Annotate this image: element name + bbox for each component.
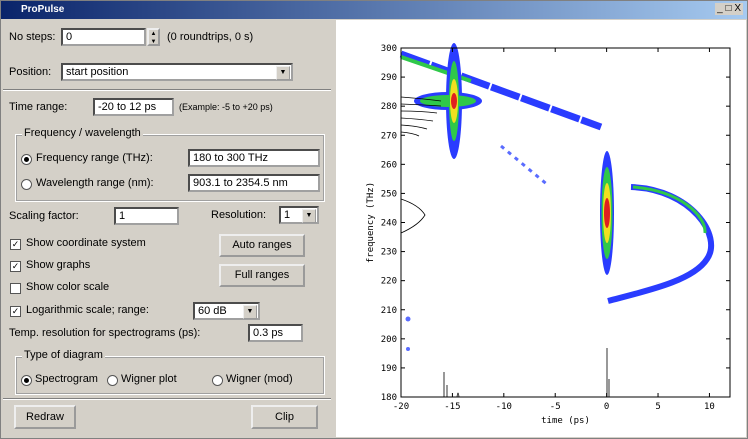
window-title: ProPulse	[21, 4, 65, 15]
label: Wavelength range (nm):	[36, 177, 154, 189]
x-tick-label: -20	[393, 402, 409, 412]
label: Time range:	[9, 101, 68, 113]
y-tick-label: 210	[381, 306, 397, 316]
spectrogram-dot	[405, 316, 411, 322]
y-tick-label: 240	[381, 219, 397, 229]
y-tick-label: 230	[381, 248, 397, 258]
scaling-input[interactable]: 1	[114, 207, 179, 225]
group-label: Type of diagram	[22, 349, 105, 361]
radio[interactable]	[107, 375, 118, 386]
label: Wigner plot	[121, 373, 177, 385]
auto-ranges-button[interactable]: Auto ranges	[219, 234, 305, 257]
label: (0 roundtrips, 0 s)	[167, 31, 254, 43]
window-buttons[interactable]: _ □ X	[715, 3, 743, 15]
freq-range-input[interactable]: 180 to 300 THz	[188, 149, 320, 167]
title-bar: ProPulse _ □ X	[1, 1, 747, 19]
y-tick-label: 190	[381, 364, 397, 374]
value: start position	[66, 66, 129, 78]
checkbox[interactable]: ✓	[10, 261, 21, 272]
radio[interactable]	[21, 179, 32, 190]
log-range-select[interactable]: 60 dB ▼	[193, 302, 260, 320]
label: Logarithmic scale; range:	[26, 304, 149, 316]
checkbox[interactable]	[10, 283, 21, 294]
x-axis-label: time (ps)	[541, 416, 590, 426]
spectrogram-stripe	[399, 50, 603, 131]
spectrogram-blob	[604, 198, 610, 228]
spinner[interactable]: ▲ ▼	[147, 28, 160, 46]
group-box: Type of diagram Spectrogram Wigner plot …	[15, 349, 325, 395]
y-tick-label: 200	[381, 335, 397, 345]
spectrogram-dots	[500, 144, 550, 188]
group-box: Frequency / wavelength Frequency range (…	[15, 127, 325, 202]
value: 60 dB	[198, 305, 227, 317]
radio[interactable]	[21, 154, 32, 165]
spectrogram-arc	[632, 185, 707, 234]
value: 1	[284, 209, 291, 221]
y-tick-label: 290	[381, 73, 397, 83]
dropdown-button[interactable]: ▼	[302, 209, 316, 223]
y-tick-label: 220	[381, 277, 397, 287]
no-steps-input[interactable]: 0	[61, 28, 146, 46]
spectrogram-dot	[406, 347, 410, 351]
y-tick-label: 180	[381, 393, 397, 403]
y-axis-label: frequency (THz)	[366, 182, 376, 263]
label: Show color scale	[26, 281, 110, 293]
separator	[3, 89, 331, 91]
plot: -20 -15 -10 -5 0 5 10 180 190 200 210 220 230 240 250 2…	[336, 20, 746, 437]
radio[interactable]	[212, 375, 223, 386]
label: Position:	[9, 66, 52, 78]
clip-button[interactable]: Clip	[251, 405, 318, 429]
marginal-graph	[443, 348, 610, 398]
y-tick-label: 250	[381, 189, 397, 199]
label: Show coordinate system	[26, 237, 146, 249]
full-ranges-button[interactable]: Full ranges	[219, 264, 305, 287]
dropdown-button[interactable]: ▼	[243, 305, 257, 319]
spectrogram-arc	[607, 184, 715, 304]
group-label: Frequency / wavelength	[22, 127, 143, 139]
checkbox[interactable]: ✓	[10, 306, 21, 317]
dropdown-button[interactable]: ▼	[276, 66, 290, 80]
label: Spectrogram	[35, 373, 98, 385]
time-range-input[interactable]: -20 to 12 ps	[93, 98, 174, 116]
label: No steps:	[9, 31, 56, 43]
spectrogram-blob	[420, 95, 476, 107]
marginal-graph	[400, 198, 426, 234]
redraw-button[interactable]: Redraw	[14, 405, 76, 429]
x-tick-label: 0	[604, 402, 609, 412]
x-tick-label: 10	[704, 402, 715, 412]
radio[interactable]	[21, 375, 32, 386]
label: Frequency range (THz):	[36, 152, 153, 164]
separator	[3, 398, 331, 400]
spectrogram-blob	[451, 93, 457, 109]
wl-range-input[interactable]: 903.1 to 2354.5 nm	[188, 174, 320, 192]
plot-group: -20 -15 -10 -5 0 5 10 180 190 200 210 220 230 240 250 2…	[366, 43, 731, 426]
label: Show graphs	[26, 259, 91, 271]
resolution-select[interactable]: 1 ▼	[279, 206, 319, 224]
y-tick-label: 270	[381, 131, 397, 141]
hint: (Example: -5 to +20 ps)	[179, 102, 273, 112]
label: Resolution:	[211, 209, 267, 221]
marginal-graph	[400, 96, 442, 137]
x-tick-label: -10	[496, 402, 512, 412]
checkbox[interactable]: ✓	[10, 239, 21, 250]
y-tick-label: 260	[381, 160, 397, 170]
position-select[interactable]: start position ▼	[61, 63, 293, 81]
y-tick-label: 280	[381, 102, 397, 112]
x-tick-label: -5	[550, 402, 561, 412]
x-tick-label: -15	[444, 402, 460, 412]
label: Wigner (mod)	[226, 373, 293, 385]
label: Temp. resolution for spectrograms (ps):	[9, 327, 201, 339]
label: Scaling factor:	[9, 210, 79, 222]
y-tick-label: 300	[381, 44, 397, 54]
x-tick-label: 5	[655, 402, 660, 412]
temp-res-input[interactable]: 0.3 ps	[248, 324, 303, 342]
